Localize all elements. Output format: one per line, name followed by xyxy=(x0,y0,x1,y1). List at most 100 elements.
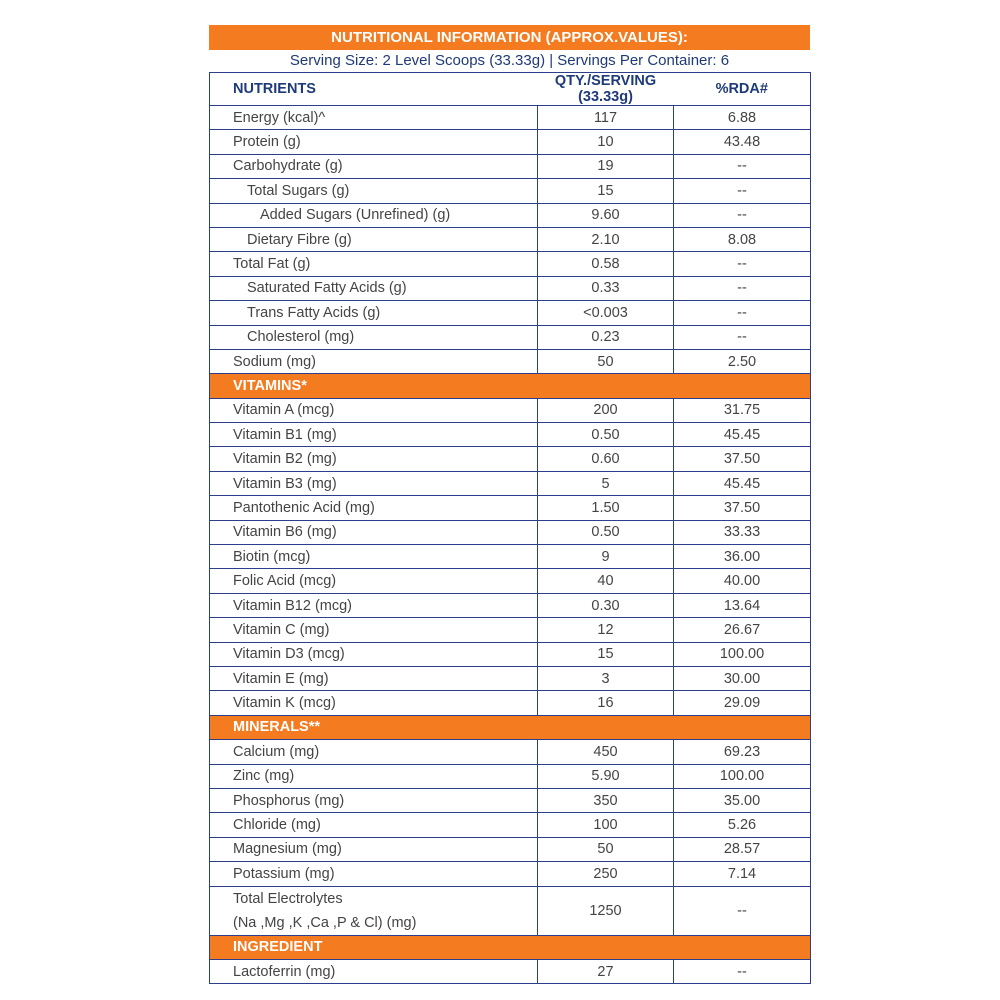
table-header-row: NUTRIENTS QTY./SERVING (33.33g) %RDA# xyxy=(209,72,811,106)
nutrient-name: Sodium (mg) xyxy=(209,348,538,375)
nutrition-table: NUTRIENTS QTY./SERVING (33.33g) %RDA# En… xyxy=(209,72,811,985)
qty-value: 117 xyxy=(537,104,674,131)
nutrient-name-text: Calcium (mg) xyxy=(233,743,320,760)
panel-title: NUTRITIONAL INFORMATION (APPROX.VALUES): xyxy=(209,25,810,50)
nutrient-name-text: Vitamin B2 (mg) xyxy=(233,451,337,468)
nutrient-name: Dietary Fibre (g) xyxy=(209,226,538,253)
header-rda: %RDA# xyxy=(673,72,811,106)
nutrient-name: Zinc (mg) xyxy=(209,763,538,789)
table-row: Calcium (mg) 450 69.23 xyxy=(209,739,811,765)
nutrient-name-text: Total Fat (g) xyxy=(233,256,311,273)
nutrient-name: Vitamin K (mcg) xyxy=(209,690,538,716)
rda-value: 69.23 xyxy=(673,739,811,765)
table-row: Vitamin B12 (mcg) 0.30 13.64 xyxy=(209,592,811,619)
qty-value: 10 xyxy=(537,129,674,155)
table-row: Vitamin C (mg) 12 26.67 xyxy=(209,617,811,643)
table-row: Pantothenic Acid (mg) 1.50 37.50 xyxy=(209,495,811,521)
table-row: Protein (g) 10 43.48 xyxy=(209,129,811,155)
nutrient-name: Vitamin E (mg) xyxy=(209,665,538,692)
nutrient-name: Potassium (mg) xyxy=(209,861,538,887)
table-row: Phosphorus (mg) 350 35.00 xyxy=(209,787,811,814)
rda-value: 31.75 xyxy=(673,397,811,424)
rda-value: 5.26 xyxy=(673,812,811,838)
rda-value: 7.14 xyxy=(673,861,811,887)
nutrient-name: Vitamin B1 (mg) xyxy=(209,422,538,448)
table-row: Lactoferrin (mg) 27 -- xyxy=(209,958,811,985)
table-row: Vitamin K (mcg) 16 29.09 xyxy=(209,690,811,716)
nutrient-name-text: Vitamin C (mg) xyxy=(233,621,330,638)
qty-value: 0.33 xyxy=(537,275,674,302)
rda-value: 37.50 xyxy=(673,495,811,521)
nutrient-name: Added Sugars (Unrefined) (g) xyxy=(209,202,538,228)
table-row: Carbohydrate (g) 19 -- xyxy=(209,153,811,180)
qty-value: 50 xyxy=(537,348,674,375)
table-row: Vitamin E (mg) 3 30.00 xyxy=(209,665,811,692)
nutrient-name-text: Energy (kcal)^ xyxy=(233,109,326,126)
table-row: Vitamin B2 (mg) 0.60 37.50 xyxy=(209,446,811,472)
nutrient-name: Folic Acid (mcg) xyxy=(209,568,538,594)
nutrient-name-text: Vitamin B6 (mg) xyxy=(233,524,337,541)
rda-value: 33.33 xyxy=(673,519,811,546)
nutrient-name: Vitamin B12 (mcg) xyxy=(209,592,538,619)
table-row: Folic Acid (mcg) 40 40.00 xyxy=(209,568,811,594)
rda-value: 40.00 xyxy=(673,568,811,594)
nutrient-name: Calcium (mg) xyxy=(209,739,538,765)
qty-value: 0.50 xyxy=(537,519,674,546)
table-row: Dietary Fibre (g) 2.10 8.08 xyxy=(209,226,811,253)
rda-value: -- xyxy=(673,275,811,302)
nutrient-name-text: Potassium (mg) xyxy=(233,865,335,882)
nutrient-name-text: Vitamin B12 (mcg) xyxy=(233,597,352,614)
nutrient-name: Magnesium (mg) xyxy=(209,836,538,863)
table-row: Potassium (mg) 250 7.14 xyxy=(209,861,811,887)
qty-value: 0.60 xyxy=(537,446,674,472)
nutrient-name: Total Electrolytes (Na ,Mg ,K ,Ca ,P & Cl… xyxy=(209,885,538,936)
qty-value: 5 xyxy=(537,470,674,497)
qty-value: 350 xyxy=(537,787,674,814)
qty-value: 1.50 xyxy=(537,495,674,521)
nutrient-name-text: Magnesium (mg) xyxy=(233,841,342,858)
table-row: Saturated Fatty Acids (g) 0.33 -- xyxy=(209,275,811,302)
nutrient-name-text: Sodium (mg) xyxy=(233,353,316,370)
nutrient-name: Biotin (mcg) xyxy=(209,544,538,570)
nutrient-name-text: Total Sugars (g) xyxy=(247,182,350,199)
qty-value: 27 xyxy=(537,958,674,985)
nutrient-name-text: Vitamin D3 (mcg) xyxy=(233,646,345,663)
nutrient-name: Energy (kcal)^ xyxy=(209,104,538,131)
rda-value: 28.57 xyxy=(673,836,811,863)
rda-value: -- xyxy=(673,324,811,350)
table-row: Zinc (mg) 5.90 100.00 xyxy=(209,763,811,789)
rda-value: 100.00 xyxy=(673,763,811,789)
nutrient-name-text: Carbohydrate (g) xyxy=(233,158,343,175)
nutrient-name-text: Cholesterol (mg) xyxy=(247,329,355,346)
qty-value: 15 xyxy=(537,178,674,204)
nutrient-name: Vitamin B2 (mg) xyxy=(209,446,538,472)
table-row: Vitamin D3 (mcg) 15 100.00 xyxy=(209,641,811,667)
qty-value: 9.60 xyxy=(537,202,674,228)
nutrient-name-text: Vitamin B1 (mg) xyxy=(233,426,337,443)
qty-value: 100 xyxy=(537,812,674,838)
nutrient-name-text: Vitamin B3 (mg) xyxy=(233,475,337,492)
qty-value: 9 xyxy=(537,544,674,570)
nutrient-name-text: Lactoferrin (mg) xyxy=(233,963,336,980)
section-header: INGREDIENT xyxy=(209,934,811,960)
qty-value: 2.10 xyxy=(537,226,674,253)
section-title: INGREDIENT xyxy=(209,934,811,960)
nutrient-name: Pantothenic Acid (mg) xyxy=(209,495,538,521)
nutrient-name: Cholesterol (mg) xyxy=(209,324,538,350)
qty-value: 3 xyxy=(537,665,674,692)
qty-value: 450 xyxy=(537,739,674,765)
qty-value: 1250 xyxy=(537,885,674,936)
nutrient-name: Vitamin D3 (mcg) xyxy=(209,641,538,667)
rda-value: -- xyxy=(673,251,811,277)
qty-value: 5.90 xyxy=(537,763,674,789)
qty-value: 40 xyxy=(537,568,674,594)
header-qty: QTY./SERVING (33.33g) xyxy=(537,72,674,106)
rda-value: -- xyxy=(673,178,811,204)
nutrient-name-text: Dietary Fibre (g) xyxy=(247,231,352,248)
qty-value: 15 xyxy=(537,641,674,667)
qty-value: 0.50 xyxy=(537,422,674,448)
nutrient-name-text: Pantothenic Acid (mg) xyxy=(233,499,375,516)
nutrient-name: Saturated Fatty Acids (g) xyxy=(209,275,538,302)
section-title: VITAMINS* xyxy=(209,373,811,399)
serving-info: Serving Size: 2 Level Scoops (33.33g) | … xyxy=(289,52,730,69)
